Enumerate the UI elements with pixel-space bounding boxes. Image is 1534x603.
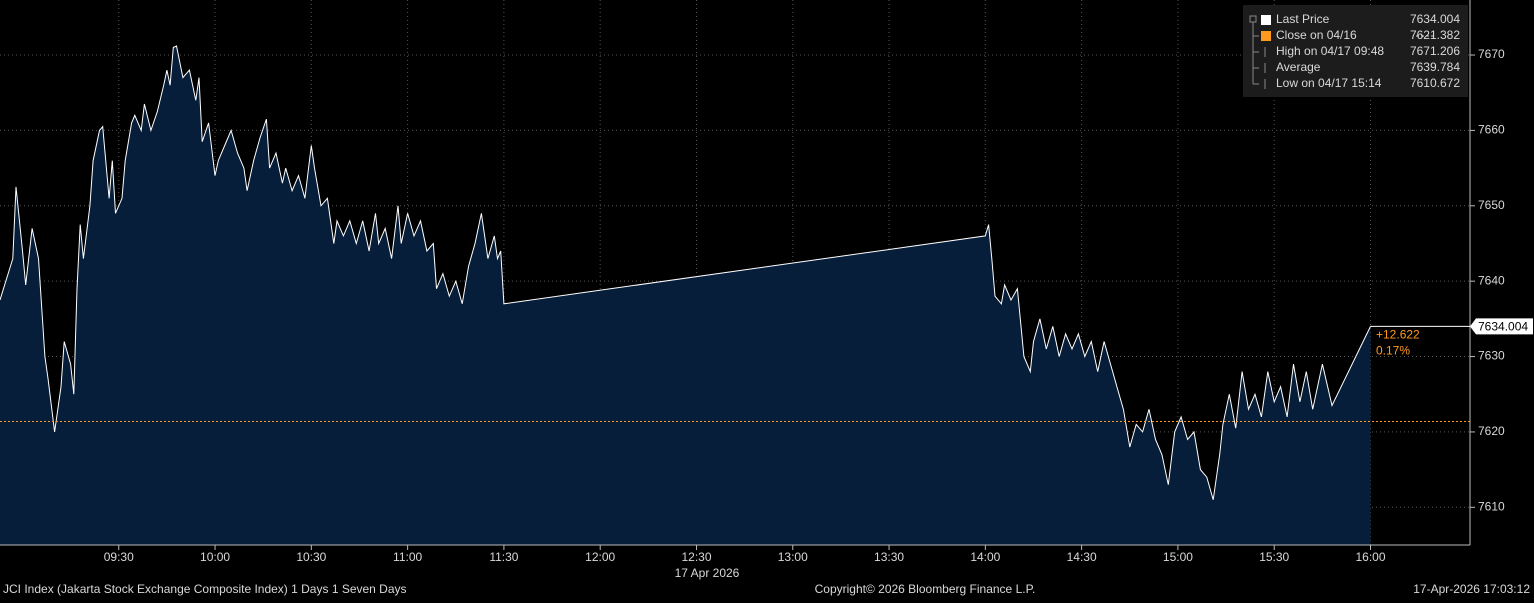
x-tick-label: 11:30 [489,550,518,564]
footer-center: Copyright© 2026 Bloomberg Finance L.P. [815,582,1036,596]
y-tick-label: 7640 [1478,273,1505,287]
y-tick-label: 7630 [1478,349,1505,363]
x-tick-label: 14:00 [970,550,1000,564]
x-tick-label: 12:00 [585,550,615,564]
last-value-label: 7634.004 [1478,320,1528,334]
x-tick-label: 10:30 [296,550,326,564]
y-tick-label: 7610 [1478,499,1505,513]
area-fill [0,46,1371,545]
price-line [0,45,1371,500]
legend-value: 7610.672 [1410,76,1460,90]
y-tick-label: 7620 [1478,424,1505,438]
footer-left: JCI Index (Jakarta Stock Exchange Compos… [3,582,407,596]
x-tick-label: 09:30 [104,550,134,564]
date-label: 17 Apr 2026 [675,566,740,580]
legend-label: Average [1276,60,1321,74]
y-tick-label: 7650 [1478,198,1505,212]
x-tick-label: 13:30 [874,550,904,564]
footer-right: 17-Apr-2026 17:03:12 [1413,582,1530,596]
legend-label: Low on 04/17 15:14 [1276,76,1382,90]
legend-tree [1249,15,1259,85]
legend-swatch [1261,15,1271,25]
y-tick-label: 7670 [1478,47,1505,61]
legend-value: 7639.784 [1410,60,1460,74]
change-pct-label: 0.17% [1376,344,1410,358]
last-value-tag [1470,318,1533,335]
plot-area [0,0,1470,545]
legend-label: Last Price [1276,12,1330,26]
x-tick-label: 16:00 [1355,550,1385,564]
y-tick-label: 7660 [1478,123,1505,137]
x-tick-label: 10:00 [200,550,230,564]
legend-label: Close on 04/16 [1276,28,1357,42]
x-tick-label: 15:30 [1259,550,1289,564]
legend-value: 7621.382 [1410,28,1460,42]
legend-label: High on 04/17 09:48 [1276,44,1384,58]
x-tick-label: 15:00 [1163,550,1193,564]
legend-box [1243,5,1468,97]
legend-value: 7634.004 [1410,12,1460,26]
x-tick-label: 12:30 [681,550,711,564]
legend-swatch [1261,31,1271,41]
change-label: +12.622 [1376,328,1420,342]
x-tick-label: 11:00 [393,550,422,564]
x-tick-label: 14:30 [1067,550,1097,564]
legend-value: 7671.206 [1410,44,1460,58]
x-tick-label: 13:00 [778,550,808,564]
